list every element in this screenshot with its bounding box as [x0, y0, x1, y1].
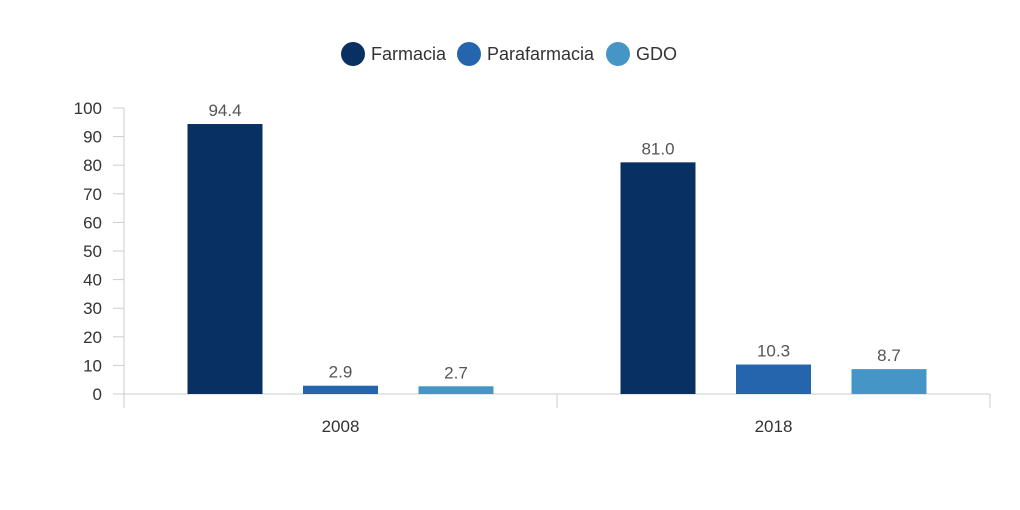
legend: Farmacia Parafarmacia GDO	[341, 42, 677, 66]
y-tick-label: 20	[83, 328, 102, 347]
x-category-label: 2008	[322, 417, 360, 436]
y-tick-label: 70	[83, 185, 102, 204]
legend-marker-farmacia[interactable]	[341, 42, 365, 66]
data-label-farmacia-2018: 81.0	[641, 139, 674, 158]
legend-label-farmacia[interactable]: Farmacia	[371, 44, 447, 64]
bar-parafarmacia-2008[interactable]	[303, 385, 378, 394]
y-tick-label: 40	[83, 271, 102, 290]
data-label-parafarmacia-2018: 10.3	[757, 342, 790, 361]
bar-parafarmacia-2018[interactable]	[736, 364, 811, 394]
y-tick-label: 0	[93, 385, 102, 404]
legend-label-parafarmacia[interactable]: Parafarmacia	[487, 44, 595, 64]
y-tick-label: 90	[83, 128, 102, 147]
data-label-farmacia-2008: 94.4	[208, 101, 241, 120]
y-tick-label: 30	[83, 299, 102, 318]
data-label-parafarmacia-2008: 2.9	[329, 363, 353, 382]
y-tick-label: 60	[83, 213, 102, 232]
x-category-label: 2018	[755, 417, 793, 436]
y-tick-label: 100	[74, 99, 102, 118]
y-tick-label: 50	[83, 242, 102, 261]
legend-label-gdo[interactable]: GDO	[636, 44, 677, 64]
y-axis: 0 10 20 30 40 50 60 70 80 90 100	[74, 99, 125, 404]
legend-marker-gdo[interactable]	[606, 42, 630, 66]
bar-gdo-2008[interactable]	[418, 386, 494, 394]
legend-marker-parafarmacia[interactable]	[457, 42, 481, 66]
y-tick-label: 80	[83, 156, 102, 175]
bar-gdo-2018[interactable]	[851, 369, 927, 394]
y-tick-label: 10	[83, 356, 102, 375]
bar-farmacia-2018[interactable]	[620, 162, 696, 394]
bar-farmacia-2008[interactable]	[187, 124, 263, 395]
value-labels: 94.4 2.9 2.7 81.0 10.3 8.7	[208, 101, 900, 382]
data-label-gdo-2008: 2.7	[444, 363, 468, 382]
data-label-gdo-2018: 8.7	[877, 346, 901, 365]
x-axis: 2008 2018	[123, 393, 991, 436]
bars	[187, 124, 927, 395]
